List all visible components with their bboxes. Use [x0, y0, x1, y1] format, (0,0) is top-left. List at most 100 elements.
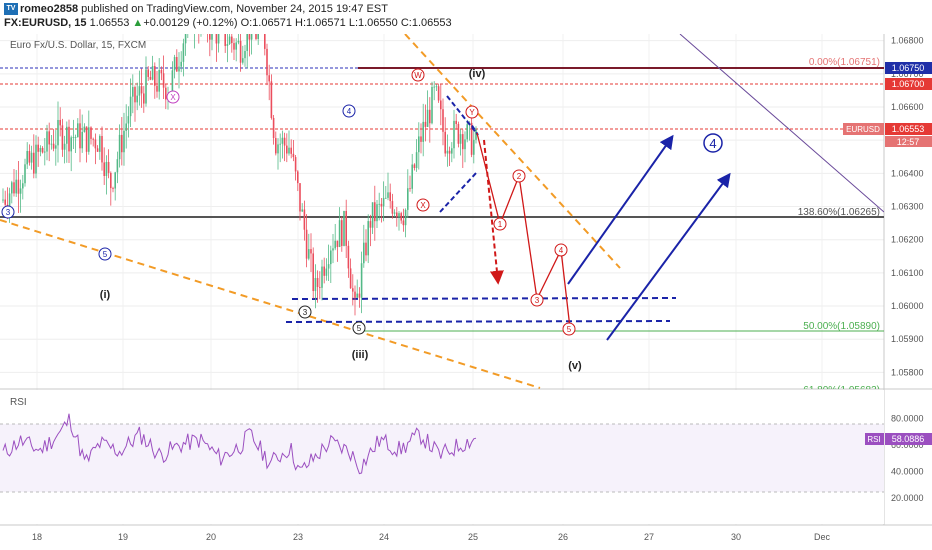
time-tick-label: 24	[379, 532, 389, 542]
candle-body	[26, 150, 28, 165]
candle-body	[94, 139, 97, 149]
price-tick-label: 1.06400	[891, 168, 924, 178]
wave-label-iii[interactable]: (iii)	[352, 349, 369, 361]
candle-body	[292, 153, 295, 158]
candle-body	[288, 147, 290, 154]
candle-body	[129, 96, 132, 117]
candle-body	[4, 199, 6, 205]
wave-label-x-right[interactable]: X	[416, 198, 430, 212]
svg-text:3: 3	[535, 296, 540, 305]
candle-body	[112, 188, 114, 189]
lower-orange-trendline[interactable]	[0, 219, 541, 389]
tradingview-logo: TV	[4, 3, 18, 16]
candle-body	[160, 69, 163, 74]
blue-support-upper[interactable]	[291, 297, 677, 300]
candle-body	[376, 204, 378, 222]
candle-body	[448, 150, 451, 154]
candle-body	[415, 152, 418, 168]
red-price-tag: 1.06700	[885, 78, 932, 90]
wave-label-3-black[interactable]: 3	[298, 305, 312, 319]
wave-label-w[interactable]: W	[411, 68, 425, 82]
wave-label-v[interactable]: (v)	[568, 360, 582, 372]
price-tick-label: 1.06800	[891, 36, 924, 46]
candle-body	[305, 229, 308, 259]
candle-body	[211, 34, 213, 40]
wave-label-5-black[interactable]: 5	[352, 321, 366, 335]
publish-info: published on TradingView.com, November 2…	[78, 3, 388, 15]
candle-body	[345, 210, 347, 246]
candle-body	[13, 182, 15, 194]
svg-text:58.0886: 58.0886	[892, 434, 925, 444]
candle-body	[365, 242, 367, 256]
wave-label-5-blue[interactable]: 5	[98, 247, 112, 261]
author-name[interactable]: romeo2858	[20, 3, 79, 15]
candle-body	[407, 188, 409, 210]
wave-label-y[interactable]: Y	[465, 105, 479, 119]
candle-body	[393, 212, 396, 214]
fib-618-label: 61.80%(1.05683)	[803, 385, 880, 396]
countdown-timer: 12:57	[897, 137, 920, 147]
red-projection-path[interactable]	[476, 132, 571, 329]
wave-label-5-red[interactable]: 5	[562, 322, 576, 336]
time-tick-label: 26	[558, 532, 568, 542]
candle-body	[105, 161, 108, 176]
purple-trendline[interactable]	[679, 34, 884, 213]
candle-body	[316, 277, 319, 288]
wave-label-4-blue[interactable]: 4	[342, 104, 356, 118]
candle-body	[352, 288, 354, 292]
price-tick-label: 1.06600	[891, 102, 924, 112]
time-axis[interactable]: 18 19 20 23 24 25 26 27 30 Dec	[32, 532, 831, 542]
chart-header: TV romeo2858 published on TradingView.com…	[0, 0, 932, 34]
candle-body	[156, 85, 158, 92]
svg-text:1.06750: 1.06750	[892, 63, 925, 73]
wave-label-3-red[interactable]: 3	[530, 293, 544, 307]
blue-support-lower[interactable]	[285, 320, 671, 323]
candle-body	[121, 134, 123, 153]
chart-canvas[interactable]: X 4 W Y X 3 5 3	[0, 34, 932, 550]
low-value: L:1.06550	[348, 17, 398, 29]
wave-label-x-left[interactable]: X	[166, 90, 180, 104]
wave-label-4-red[interactable]: 4	[554, 243, 568, 257]
candle-body	[303, 209, 306, 230]
candle-body	[145, 69, 147, 104]
candle-body	[321, 266, 323, 288]
candle-body	[55, 145, 57, 149]
candle-body	[182, 43, 185, 62]
candle-body	[437, 86, 440, 101]
price-tick-label: 1.05900	[891, 334, 924, 344]
blue-triangle-lower[interactable]	[439, 171, 478, 213]
main-pane	[0, 34, 884, 389]
candle-body	[101, 136, 103, 163]
candle-body	[382, 197, 385, 207]
candle-body	[30, 152, 33, 163]
candle-body	[319, 287, 321, 288]
rsi-title: RSI	[10, 397, 27, 408]
candle-body	[217, 34, 220, 44]
svg-text:W: W	[414, 71, 422, 80]
blue-arrow-1[interactable]	[567, 134, 674, 285]
candle-body	[440, 100, 442, 110]
candle-body	[66, 126, 68, 144]
time-tick-label: 30	[731, 532, 741, 542]
wave-label-iv[interactable]: (iv)	[469, 68, 486, 80]
candle-body	[378, 203, 380, 205]
candle-body	[151, 66, 154, 80]
wave-label-big-4[interactable]: 4	[703, 133, 723, 153]
candle-body	[123, 130, 125, 153]
wave-label-i[interactable]: (i)	[100, 289, 111, 301]
candle-body	[266, 48, 268, 76]
candle-body	[37, 144, 39, 152]
upper-orange-trendline[interactable]	[404, 34, 621, 269]
wave-label-1-red[interactable]: 1	[493, 217, 507, 231]
time-tick-label: 25	[468, 532, 478, 542]
candle-body	[226, 43, 229, 46]
wave-label-2-red[interactable]: 2	[512, 169, 526, 183]
candle-body	[385, 197, 387, 199]
candle-body	[431, 86, 433, 124]
wave-label-3-left-edge[interactable]: 3	[1, 205, 15, 219]
candle-body	[59, 119, 61, 126]
open-value: O:1.06571	[240, 17, 292, 29]
blue-arrow-2[interactable]	[606, 172, 731, 341]
rsi-line[interactable]	[2, 413, 477, 475]
